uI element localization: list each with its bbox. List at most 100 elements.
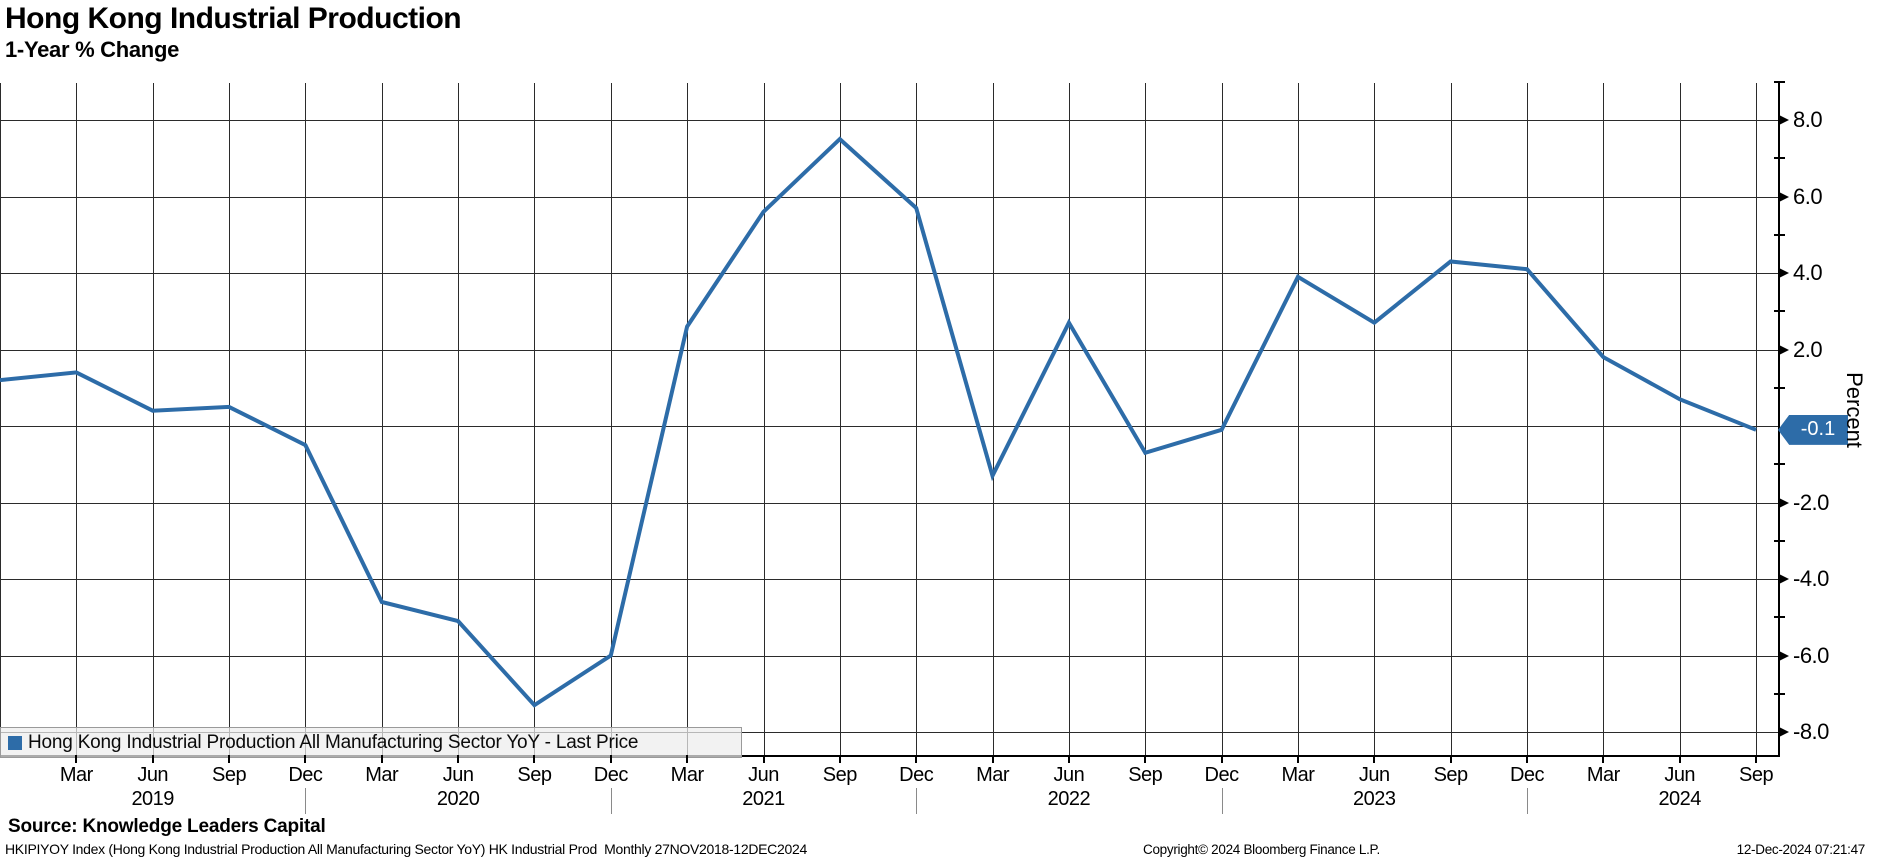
y-tick-label: 4.0 xyxy=(1793,260,1823,285)
legend-label: Hong Kong Industrial Production All Manu… xyxy=(28,731,639,753)
x-tick-label: Sep xyxy=(1739,764,1774,786)
y-tick-label: -4.0 xyxy=(1793,566,1829,591)
x-tick xyxy=(1067,755,1070,763)
x-tick xyxy=(1220,755,1223,763)
vertical-gridline xyxy=(229,83,231,755)
line-series-svg xyxy=(0,136,1757,708)
x-tick-label: Dec xyxy=(899,764,934,786)
x-tick-label: Dec xyxy=(288,764,323,786)
x-tick xyxy=(75,755,78,763)
legend-box: Hong Kong Industrial Production All Manu… xyxy=(0,727,742,758)
x-year-label: 2023 xyxy=(1353,788,1396,810)
last-price-badge: -0.1 xyxy=(1778,414,1848,445)
x-year-label: 2019 xyxy=(131,788,174,810)
horizontal-gridline xyxy=(0,349,1778,351)
x-tick xyxy=(686,755,689,763)
x-tick xyxy=(228,755,231,763)
x-year-label: 2022 xyxy=(1047,788,1091,810)
x-axis: Mar Jun 2019 Sep Dec Mar Jun 2020 Sep Dec Mar Jun 20… xyxy=(0,755,1877,817)
source-label: Source: xyxy=(8,816,78,837)
source-row: Source: Knowledge Leaders Capital xyxy=(8,816,326,838)
vertical-gridline xyxy=(1374,83,1376,755)
x-tick-label: Sep xyxy=(1128,764,1163,786)
series-line xyxy=(0,136,1757,708)
x-tick xyxy=(533,755,536,763)
vertical-gridline xyxy=(1679,83,1681,755)
horizontal-gridline xyxy=(0,579,1778,580)
horizontal-gridline xyxy=(0,502,1778,504)
y-minor-tick xyxy=(1774,539,1785,542)
vertical-gridline xyxy=(687,83,689,755)
horizontal-gridline xyxy=(0,426,1778,427)
x-tick xyxy=(151,755,154,763)
year-separator-line xyxy=(916,788,918,814)
x-year-label: 2020 xyxy=(436,788,480,810)
horizontal-gridline xyxy=(0,732,1778,733)
x-tick xyxy=(380,755,383,763)
y-axis: 8.0 6.0 4.0 2.0 -2.0 -4.0 -6.0 -8.0 xyxy=(1774,80,1877,755)
x-tick xyxy=(1755,755,1758,763)
x-tick xyxy=(915,755,918,763)
legend-marker-icon xyxy=(8,735,22,750)
y-axis-title: Percent xyxy=(1842,372,1867,448)
ticker-description: HKIPIYOY Index (Hong Kong Industrial Pro… xyxy=(5,841,807,857)
vertical-gridline xyxy=(152,83,154,755)
vertical-gridline xyxy=(610,83,612,755)
y-tick-label: 6.0 xyxy=(1793,183,1823,209)
y-tick-label: -8.0 xyxy=(1793,719,1829,744)
x-tick xyxy=(1373,755,1376,763)
y-tick-label: -6.0 xyxy=(1793,642,1829,668)
x-tick xyxy=(838,755,841,763)
y-tick-arrow-icon xyxy=(1779,650,1789,661)
horizontal-gridline xyxy=(0,120,1778,121)
plot-area: Hong Kong Industrial Production All Manu… xyxy=(0,83,1780,758)
x-tick xyxy=(762,755,765,763)
vertical-gridline xyxy=(1756,83,1758,755)
y-tick-arrow-icon xyxy=(1779,344,1789,355)
x-year-label: 2021 xyxy=(742,788,785,810)
y-tick-arrow-icon xyxy=(1779,574,1789,584)
y-minor-tick xyxy=(1774,233,1785,236)
x-tick xyxy=(991,755,994,763)
vertical-gridline xyxy=(916,83,918,755)
x-tick-label: Jun xyxy=(137,764,169,786)
year-separator-line xyxy=(1221,788,1223,814)
y-minor-tick xyxy=(1774,386,1785,389)
x-year-label: 2024 xyxy=(1658,788,1701,810)
x-tick-label: Mar xyxy=(1281,764,1315,786)
vertical-gridline xyxy=(1603,83,1605,755)
y-minor-tick xyxy=(1774,692,1785,695)
vertical-gridline xyxy=(0,83,1,755)
y-tick-arrow-icon xyxy=(1779,115,1789,125)
x-tick xyxy=(1144,755,1147,763)
vertical-gridline xyxy=(534,83,536,755)
x-tick-label: Mar xyxy=(1586,764,1620,786)
x-tick-label: Sep xyxy=(517,764,552,786)
vertical-gridline xyxy=(992,83,994,755)
y-minor-tick xyxy=(1774,310,1785,313)
y-tick-label: 8.0 xyxy=(1793,107,1823,132)
y-tick-arrow-icon xyxy=(1779,191,1789,202)
vertical-gridline xyxy=(305,83,307,755)
x-tick-label: Mar xyxy=(670,764,704,786)
timestamp-text: 12-Dec-2024 07:21:47 xyxy=(1736,842,1866,857)
source-value: Knowledge Leaders Capital xyxy=(82,816,326,837)
x-tick xyxy=(1449,755,1452,763)
x-tick-label: Sep xyxy=(212,764,247,786)
horizontal-gridline xyxy=(0,196,1778,198)
x-tick xyxy=(304,755,307,763)
x-tick xyxy=(609,755,612,763)
x-tick-label: Sep xyxy=(822,764,858,786)
y-minor-tick xyxy=(1774,463,1785,466)
chart-subtitle: 1-Year % Change xyxy=(5,37,180,62)
page-title: Hong Kong Industrial Production xyxy=(5,2,462,35)
x-tick-label: Jun xyxy=(1358,764,1390,786)
y-tick-label: -2.0 xyxy=(1793,489,1829,515)
year-separator-line xyxy=(305,788,307,814)
x-tick xyxy=(1678,755,1681,763)
x-tick-label: Mar xyxy=(976,764,1010,786)
y-tick-arrow-icon xyxy=(1779,497,1789,508)
x-tick-label: Sep xyxy=(1433,764,1469,786)
x-tick xyxy=(457,755,460,763)
